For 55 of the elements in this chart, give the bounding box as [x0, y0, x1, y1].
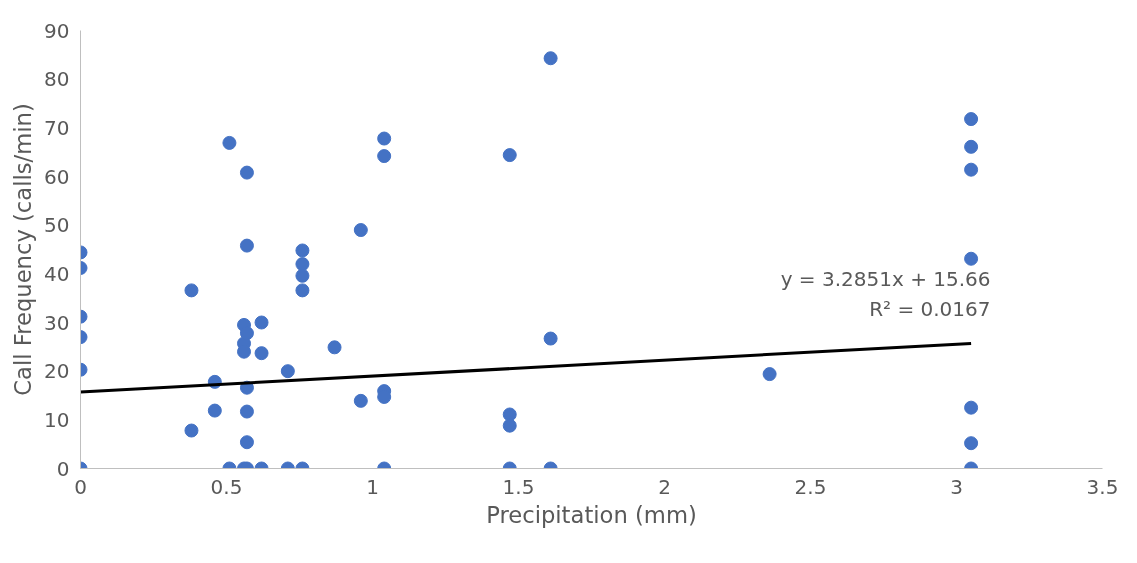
- x-tick-label: 3.5: [1086, 474, 1119, 499]
- point: [964, 251, 979, 266]
- point: [964, 162, 979, 177]
- point: [762, 367, 777, 382]
- point: [254, 346, 269, 361]
- y-tick-label: 0: [56, 456, 70, 481]
- point: [239, 326, 254, 341]
- point: [184, 423, 199, 438]
- point: [239, 238, 254, 253]
- x-tick-label: 1.5: [502, 474, 535, 499]
- y-tick-label: 90: [44, 18, 70, 43]
- point: [502, 148, 517, 163]
- x-tick-label: 2: [658, 474, 671, 499]
- point: [239, 404, 254, 419]
- point: [543, 51, 558, 66]
- point: [280, 364, 295, 379]
- x-tick-label: 3: [950, 474, 963, 499]
- point: [239, 435, 254, 450]
- x-tick-label: 2.5: [794, 474, 827, 499]
- y-tick-label: 10: [44, 407, 70, 432]
- y-tick-label: 50: [44, 213, 70, 238]
- point: [207, 403, 222, 418]
- point: [327, 340, 342, 355]
- point: [353, 223, 368, 238]
- point: [964, 139, 979, 154]
- y-tick-label: 40: [44, 261, 70, 286]
- point: [964, 112, 979, 127]
- y-tick-label: 30: [44, 310, 70, 335]
- point: [543, 331, 558, 346]
- y-tick-label: 70: [44, 115, 70, 140]
- point: [295, 257, 310, 272]
- x-tick-label: 0.5: [210, 474, 243, 499]
- point: [377, 131, 392, 146]
- point: [353, 393, 368, 408]
- x-axis-title: Precipitation (mm): [486, 501, 697, 528]
- point: [964, 400, 979, 415]
- y-axis-title: Call Frequency (calls/min): [10, 103, 37, 396]
- point: [377, 149, 392, 164]
- x-tick-label: 0: [74, 474, 87, 499]
- point: [295, 268, 310, 283]
- y-tick-label: 20: [44, 359, 70, 384]
- y-tick-label: 80: [44, 67, 70, 92]
- annotation: y = 3.2851x + 15.66: [780, 266, 991, 291]
- point: [964, 436, 979, 451]
- point: [239, 165, 254, 180]
- point: [295, 283, 310, 298]
- point: [254, 315, 269, 330]
- annotation: R² = 0.0167: [869, 296, 991, 321]
- y-tick-label: 60: [44, 164, 70, 189]
- x-tick-label: 1: [366, 474, 379, 499]
- point: [222, 135, 237, 150]
- point: [502, 407, 517, 422]
- point: [295, 243, 310, 258]
- point: [502, 418, 517, 433]
- point: [184, 283, 199, 298]
